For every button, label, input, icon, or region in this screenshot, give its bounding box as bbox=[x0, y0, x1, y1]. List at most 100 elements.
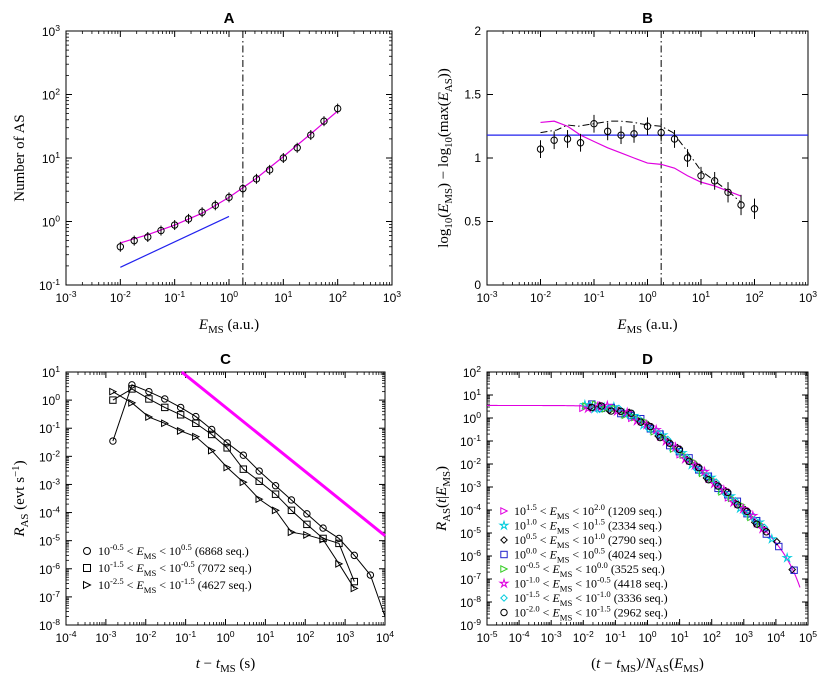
data-point bbox=[733, 501, 742, 509]
data-point bbox=[724, 188, 732, 196]
data-point bbox=[750, 516, 759, 524]
data-point bbox=[654, 429, 663, 438]
data-point bbox=[675, 445, 684, 454]
data-point bbox=[184, 215, 193, 223]
data-point bbox=[727, 494, 736, 503]
data-point bbox=[663, 435, 672, 444]
model-line bbox=[540, 120, 742, 197]
series-point bbox=[239, 465, 248, 473]
y-tick-label: 10-6 bbox=[460, 548, 481, 564]
data-point bbox=[536, 145, 545, 153]
axes-frame bbox=[486, 30, 809, 286]
panel-title: A bbox=[224, 10, 235, 27]
fit-line bbox=[120, 110, 339, 244]
legend-label: 101.0 < EMS < 101.5 (2334 seq.) bbox=[514, 517, 662, 536]
series-point bbox=[350, 577, 359, 586]
series-point bbox=[350, 584, 359, 593]
y-tick-label: 102 bbox=[42, 87, 60, 103]
series-point bbox=[145, 413, 154, 422]
data-point bbox=[198, 208, 206, 216]
series-point bbox=[350, 551, 359, 560]
power-law-reference-line bbox=[180, 370, 386, 537]
series-point bbox=[192, 419, 200, 427]
data-point bbox=[605, 404, 614, 413]
data-point bbox=[714, 482, 722, 490]
y-tick-label: 10-4 bbox=[39, 505, 60, 521]
data-point bbox=[762, 528, 771, 536]
data-point bbox=[670, 135, 679, 143]
data-point bbox=[685, 458, 698, 470]
data-point bbox=[712, 478, 721, 486]
data-point bbox=[307, 131, 315, 139]
data-point bbox=[157, 226, 165, 235]
legend-label: 10-1.0 < EMS < 10-0.5 (4418 seq.) bbox=[514, 575, 668, 594]
y-tick-label: 10-1 bbox=[39, 277, 60, 293]
legend-marker bbox=[83, 580, 92, 590]
legend-label: 10-1.5 < EMS < 10-1.0 (3336 seq.) bbox=[514, 589, 668, 608]
data-point bbox=[252, 175, 261, 183]
x-tick-label: 10-2 bbox=[573, 629, 594, 645]
series-point bbox=[255, 467, 263, 475]
x-tick-label: 10-2 bbox=[135, 629, 156, 645]
data-point bbox=[630, 130, 638, 138]
x-tick-label: 100 bbox=[216, 629, 234, 645]
x-tick-label: 10-3 bbox=[55, 289, 76, 305]
data-point bbox=[597, 402, 606, 410]
data-point bbox=[279, 154, 288, 162]
series-point bbox=[192, 432, 201, 441]
y-tick-label: 10-9 bbox=[460, 617, 481, 633]
legend-label: 100.5 < EMS < 101.0 (2790 seq.) bbox=[514, 531, 662, 550]
data-point bbox=[750, 205, 759, 213]
data-point bbox=[631, 413, 640, 422]
x-tick-label: 104 bbox=[767, 629, 785, 645]
data-point bbox=[170, 221, 179, 229]
data-point bbox=[640, 417, 649, 426]
legend-marker bbox=[498, 519, 510, 531]
x-tick-label: 10-5 bbox=[476, 629, 497, 645]
x-tick-label: 10-3 bbox=[476, 289, 497, 305]
y-tick-label: 10-5 bbox=[39, 533, 60, 549]
data-point bbox=[775, 542, 783, 551]
data-point bbox=[675, 447, 684, 456]
y-tick-label: 0.5 bbox=[464, 215, 481, 229]
data-point bbox=[617, 131, 625, 139]
x-tick-label: 100 bbox=[638, 289, 656, 305]
legend-label: 101.5 < EMS < 102.0 (1209 seq.) bbox=[514, 502, 662, 521]
data-point bbox=[590, 120, 598, 128]
series-point bbox=[223, 444, 231, 452]
data-point bbox=[743, 510, 751, 518]
legend-label: 10-1.5 < EMS < 10-0.5 (7072 seq.) bbox=[98, 559, 252, 578]
series-line bbox=[112, 388, 355, 582]
data-point bbox=[666, 439, 674, 448]
y-tick-label: 10-8 bbox=[460, 594, 481, 610]
data-point bbox=[239, 184, 247, 193]
legend-marker bbox=[500, 536, 508, 544]
data-point bbox=[320, 117, 328, 125]
legend-marker bbox=[83, 547, 91, 555]
x-axis-label: t − tMS (s) bbox=[196, 656, 256, 675]
series-point bbox=[223, 463, 232, 472]
y-tick-label: 10-2 bbox=[460, 456, 481, 472]
data-point bbox=[634, 414, 643, 423]
series-point bbox=[319, 524, 327, 532]
data-point bbox=[673, 447, 682, 456]
x-tick-label: 103 bbox=[383, 289, 401, 305]
series-point bbox=[161, 419, 170, 428]
series-point bbox=[287, 528, 296, 537]
data-point bbox=[333, 104, 342, 113]
data-point bbox=[695, 463, 703, 472]
data-point bbox=[710, 177, 719, 185]
legend-label: 10-2.5 < EMS < 10-1.5 (4627 seq.) bbox=[98, 576, 252, 595]
x-tick-label: 103 bbox=[799, 289, 817, 305]
data-point bbox=[614, 404, 623, 413]
legend-marker bbox=[500, 550, 508, 559]
reference-slope-line bbox=[120, 215, 230, 268]
y-tick-label: 102 bbox=[463, 364, 481, 380]
data-point bbox=[603, 127, 612, 136]
y-tick-label: 100 bbox=[463, 410, 481, 426]
x-tick-label: 102 bbox=[329, 289, 347, 305]
x-tick-label: 102 bbox=[745, 289, 763, 305]
data-point bbox=[723, 491, 732, 499]
y-tick-label: 10-3 bbox=[460, 479, 481, 495]
y-tick-label: 100 bbox=[42, 214, 60, 230]
